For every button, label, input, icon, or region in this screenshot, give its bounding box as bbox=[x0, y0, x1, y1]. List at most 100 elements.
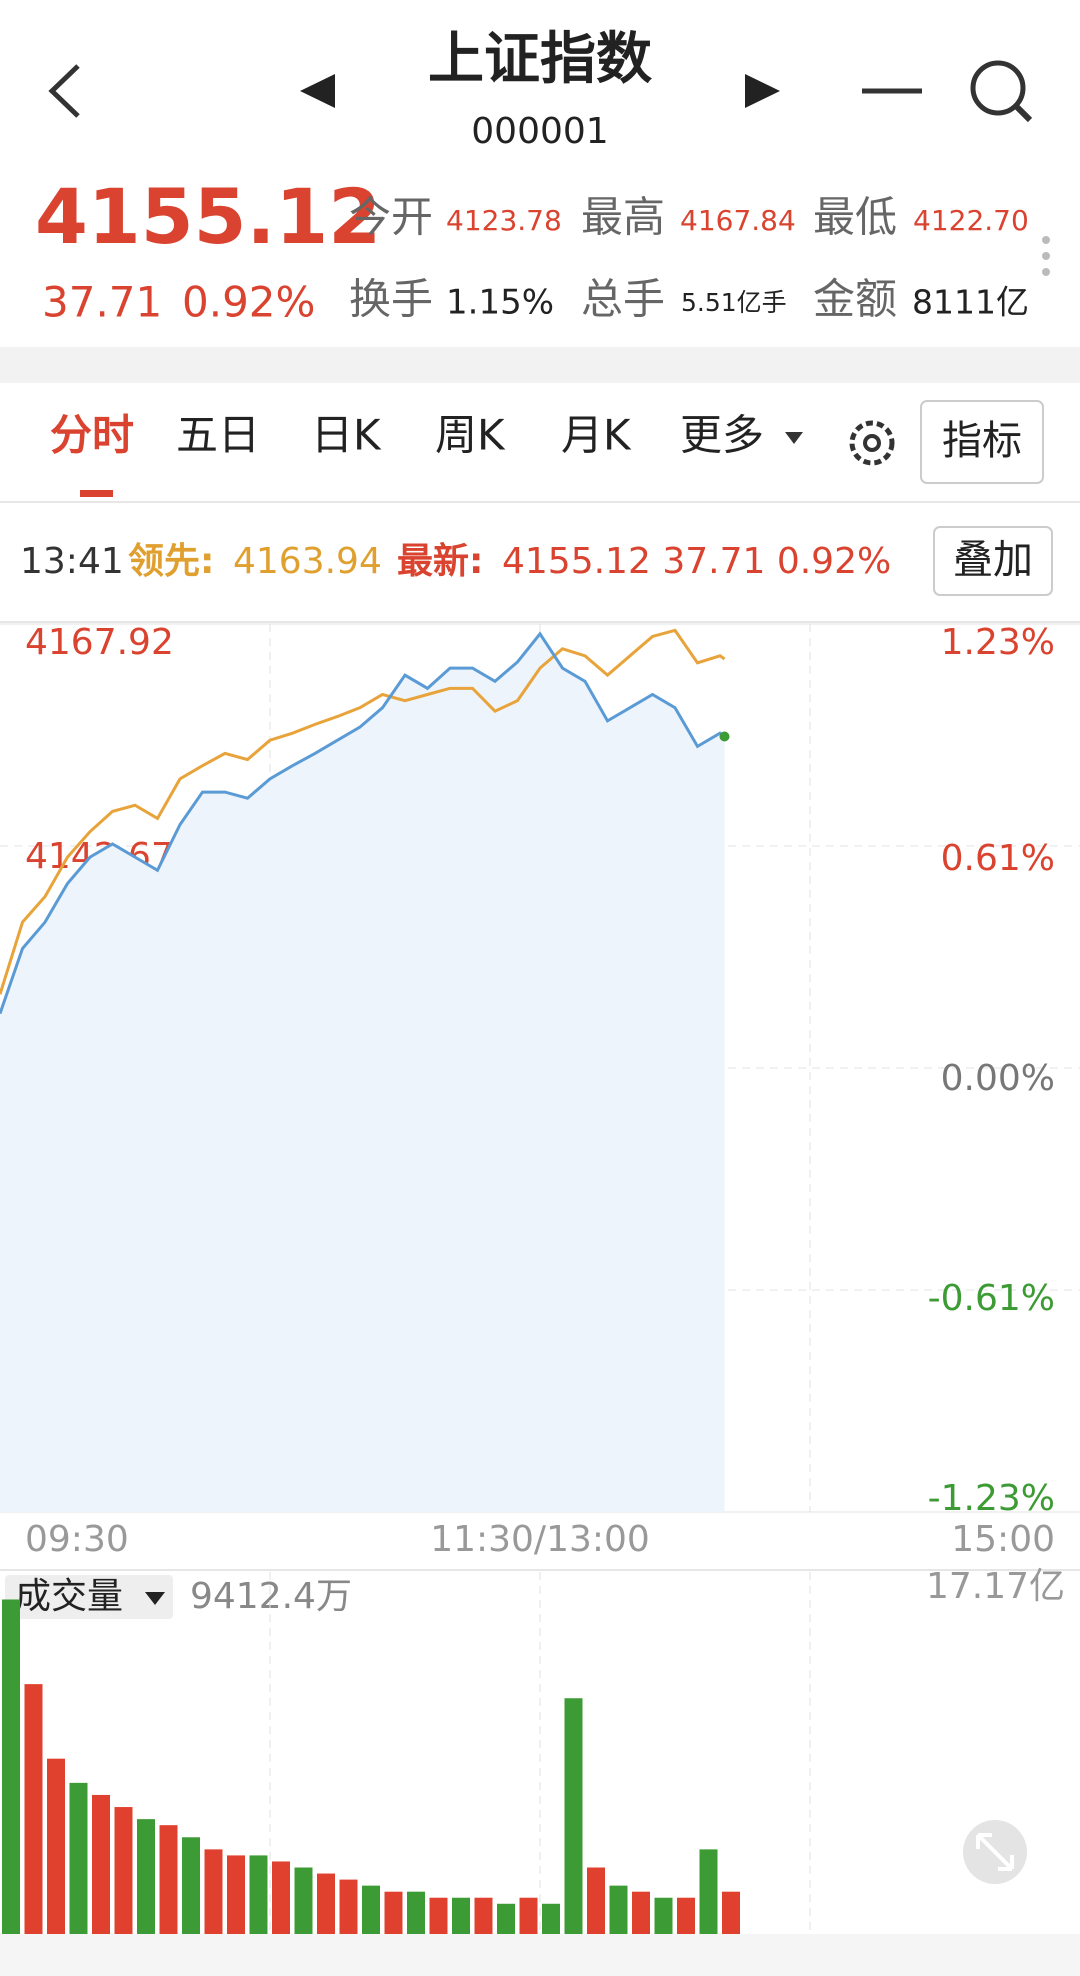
volume-bar bbox=[699, 1849, 718, 1934]
volume-bar bbox=[497, 1903, 515, 1934]
fullscreen-button[interactable] bbox=[963, 1820, 1027, 1884]
volume-bar bbox=[272, 1861, 290, 1934]
volume-bar bbox=[2, 1599, 20, 1934]
volume-bar bbox=[632, 1891, 650, 1934]
search-button[interactable] bbox=[970, 60, 1033, 123]
tab-indicator bbox=[80, 490, 113, 497]
volume-bar bbox=[159, 1825, 178, 1934]
tab[interactable]: 更多 bbox=[680, 411, 764, 460]
search-icon bbox=[970, 60, 1026, 116]
latest-value: 4155.12 37.71 0.92% bbox=[502, 541, 891, 582]
volume-bar bbox=[137, 1819, 155, 1934]
x-tick-label: 09:30 bbox=[25, 1519, 129, 1560]
stat-value: 4123.78 bbox=[446, 204, 562, 237]
tab[interactable]: 分时 bbox=[50, 411, 134, 460]
info-time: 13:41 bbox=[20, 541, 124, 582]
dot bbox=[1042, 236, 1050, 244]
volume-bar bbox=[654, 1897, 673, 1934]
tab[interactable]: 日K bbox=[311, 411, 382, 460]
footer-band bbox=[0, 1934, 1080, 1976]
more-menu[interactable] bbox=[1042, 236, 1050, 276]
volume-bar bbox=[519, 1897, 538, 1934]
volume-bar bbox=[407, 1891, 425, 1934]
settings-button[interactable] bbox=[849, 420, 895, 466]
volume-bar bbox=[677, 1897, 695, 1934]
last-point bbox=[719, 731, 730, 742]
stat-label: 今开 bbox=[349, 193, 433, 242]
stat-label: 金额 bbox=[813, 275, 897, 324]
volume-bar bbox=[609, 1885, 628, 1934]
volume-bar bbox=[47, 1758, 65, 1934]
stat-label: 最低 bbox=[813, 193, 897, 242]
indicator-button[interactable] bbox=[920, 400, 1044, 484]
series-line bbox=[0, 628, 726, 995]
volume-bar bbox=[227, 1855, 245, 1934]
volume-bar bbox=[474, 1897, 493, 1934]
tab[interactable]: 月K bbox=[561, 411, 632, 460]
gear-icon bbox=[849, 420, 895, 466]
latest-label: 最新: bbox=[397, 541, 483, 582]
stat-value: 8111亿 bbox=[912, 283, 1029, 322]
volume-bar bbox=[452, 1897, 470, 1934]
volume-bar bbox=[722, 1891, 740, 1934]
volume-bar bbox=[317, 1873, 335, 1934]
overlay-button-label: 叠加 bbox=[953, 537, 1033, 583]
title: 上证指数 bbox=[428, 27, 652, 92]
y2-tick-label: -0.61% bbox=[928, 1278, 1055, 1319]
volume-bar bbox=[429, 1897, 448, 1934]
volume-bar bbox=[92, 1794, 110, 1934]
volume-bar bbox=[182, 1837, 200, 1934]
gear-icon-center bbox=[863, 434, 881, 452]
volume-title: 成交量 bbox=[15, 1576, 123, 1617]
price-area bbox=[0, 633, 725, 1512]
y-tick-label: 4167.92 bbox=[25, 622, 174, 663]
dot bbox=[1042, 252, 1050, 260]
y2-tick-label: 0.61% bbox=[941, 838, 1055, 879]
volume-bar bbox=[384, 1891, 403, 1934]
stat-value: 1.15% bbox=[446, 283, 554, 323]
volume-bar bbox=[587, 1867, 605, 1934]
dot bbox=[1042, 268, 1050, 276]
change-pct: 0.92% bbox=[182, 278, 315, 327]
lead-value: 4163.94 bbox=[233, 541, 382, 582]
volume-bar bbox=[564, 1698, 583, 1934]
indicator-button-label: 指标 bbox=[942, 418, 1022, 464]
volume-bar bbox=[114, 1807, 133, 1934]
stat-value: 5.51亿手 bbox=[681, 288, 787, 317]
x-tick-label: 11:30/13:00 bbox=[430, 1519, 650, 1560]
volume-bar bbox=[249, 1855, 268, 1934]
series-line bbox=[0, 631, 726, 1015]
code: 000001 bbox=[471, 111, 608, 152]
overlay-button[interactable] bbox=[933, 526, 1053, 596]
next-button[interactable] bbox=[745, 74, 780, 108]
volume-bar bbox=[24, 1684, 43, 1934]
back-button[interactable] bbox=[48, 64, 80, 118]
y-tick-label: 17.17亿 bbox=[926, 1566, 1065, 1607]
dropdown-arrow bbox=[785, 432, 803, 444]
volume-selector[interactable] bbox=[5, 1575, 173, 1619]
volume-current: 9412.4万 bbox=[190, 1576, 352, 1617]
y2-tick-label: -1.23% bbox=[928, 1478, 1055, 1519]
stat-value: 4122.70 bbox=[913, 204, 1029, 237]
lead-label: 领先: bbox=[128, 541, 214, 582]
prev-button[interactable] bbox=[300, 74, 335, 108]
separator bbox=[0, 347, 1080, 383]
stat-label: 换手 bbox=[349, 275, 433, 324]
dropdown-arrow bbox=[145, 1592, 165, 1605]
volume-bar bbox=[542, 1903, 560, 1934]
price: 4155.12 bbox=[35, 172, 381, 261]
y2-tick-label: 1.23% bbox=[941, 622, 1055, 663]
y2-tick-label: 0.00% bbox=[941, 1058, 1055, 1099]
stat-value: 4167.84 bbox=[680, 204, 796, 237]
volume-bar bbox=[204, 1849, 223, 1934]
x-tick-label: 15:00 bbox=[951, 1519, 1055, 1560]
volume-bar bbox=[294, 1867, 313, 1934]
search-icon-handle bbox=[1013, 103, 1033, 123]
tab[interactable]: 五日 bbox=[176, 411, 260, 460]
stat-label: 总手 bbox=[581, 275, 665, 324]
tab[interactable]: 周K bbox=[435, 411, 506, 460]
volume-bar bbox=[362, 1885, 380, 1934]
fullscreen-arrows bbox=[976, 1833, 1014, 1871]
